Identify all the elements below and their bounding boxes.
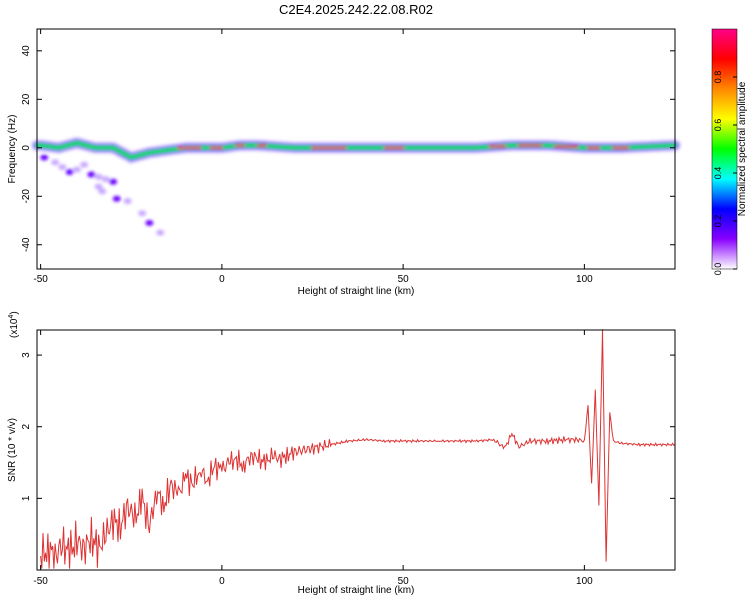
spectral-blob (138, 210, 147, 217)
spectral-blob (65, 169, 74, 176)
spectral-blob (109, 178, 118, 185)
y-tick-label: -40 (21, 237, 32, 252)
colorbar-gradient (712, 29, 737, 269)
spectral-blob (72, 166, 81, 173)
snr-panel: -50 0 50 100 3 2 1 (x104) Height of straight … (7, 311, 676, 596)
snr-multiplier-exponent: 4 (8, 315, 15, 319)
snr-multiplier: (x104) (8, 311, 20, 338)
spectral-blob (94, 173, 103, 180)
spectrogram-y-ticks: 40 20 0 -20 -40 (21, 45, 675, 252)
chart-title: C2E4.2025.242.22.08.R02 (279, 2, 433, 17)
y-tick-label: 2 (21, 423, 32, 429)
spectral-blob (87, 171, 96, 178)
colorbar-tick-label: 0.2 (713, 215, 723, 228)
spectral-blob (112, 195, 121, 202)
spectral-blob (156, 229, 165, 236)
y-tick-label: 1 (21, 495, 32, 501)
x-tick-label: 0 (219, 576, 225, 587)
snr-x-label: Height of straight line (km) (298, 585, 415, 596)
snr-series (40, 329, 676, 569)
colorbar-tick-label: 0.6 (713, 119, 723, 132)
spectrogram-x-ticks: -50 0 50 100 (33, 29, 593, 285)
x-tick-label: 100 (576, 576, 593, 587)
spectral-blob (58, 164, 67, 171)
spectral-blob (80, 161, 89, 168)
y-tick-label: -20 (21, 189, 32, 204)
snr-x-ticks: -50 0 50 100 (33, 330, 593, 587)
spectrogram-y-label: Frequency (Hz) (7, 115, 18, 184)
spectrogram-heatmap (31, 136, 681, 236)
colorbar: 0.0 0.2 0.4 0.6 0.8 Normalized spectral ampl… (711, 28, 748, 276)
colorbar-tick-label: 0.0 (713, 263, 723, 276)
spectral-blob (94, 183, 103, 190)
x-tick-label: 100 (576, 274, 593, 285)
spectral-blob (123, 198, 132, 205)
spectrogram-x-label: Height of straight line (km) (298, 286, 415, 297)
x-tick-label: -50 (33, 274, 48, 285)
spectral-blob (145, 219, 154, 226)
y-tick-label: 40 (21, 45, 32, 57)
x-tick-label: 50 (398, 576, 410, 587)
spectral-blob (40, 154, 49, 161)
snr-y-ticks: 3 2 1 (21, 352, 675, 501)
snr-multiplier-close: ) (9, 311, 20, 314)
snr-series-line (40, 329, 676, 569)
x-tick-label: 50 (398, 274, 410, 285)
snr-multiplier-base: (x10 (9, 318, 20, 338)
colorbar-frame (711, 28, 738, 270)
colorbar-ticks: 0.0 0.2 0.4 0.6 0.8 (713, 71, 737, 276)
x-tick-label: -50 (33, 576, 48, 587)
y-tick-label: 3 (21, 352, 32, 358)
snr-frame (36, 329, 676, 571)
y-tick-label: 0 (21, 145, 32, 151)
snr-y-label: SNR (10 * v/v) (7, 418, 18, 482)
colorbar-label: Normalized spectral amplitude (737, 81, 748, 216)
colorbar-tick-label: 0.4 (713, 167, 723, 180)
spectral-blob (51, 159, 60, 166)
x-tick-label: 0 (219, 274, 225, 285)
y-tick-label: 20 (21, 93, 32, 105)
colorbar-tick-label: 0.8 (713, 71, 723, 84)
spectrogram-panel: -50 0 50 100 40 20 0 -20 -40 Height of straight… (7, 28, 681, 297)
spectral-blob (98, 188, 107, 195)
spectral-blob (101, 176, 110, 183)
spectrogram-frame (36, 28, 676, 270)
